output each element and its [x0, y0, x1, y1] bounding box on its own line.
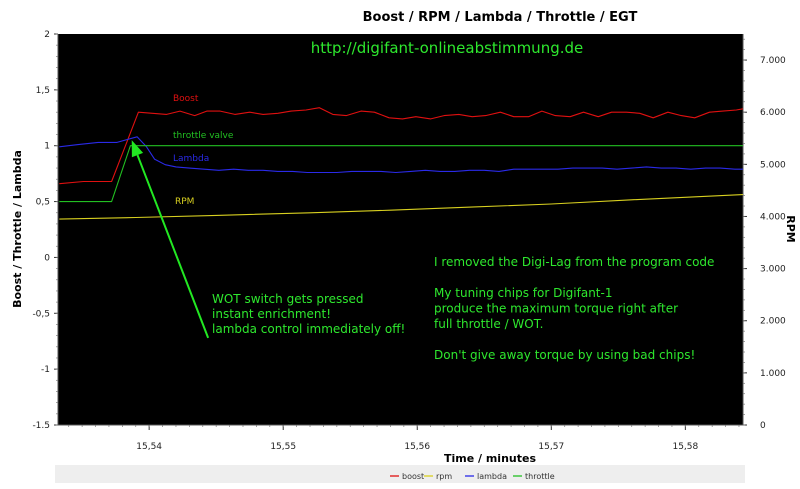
- legend-label-rpm: rpm: [436, 472, 452, 481]
- annotation-note-line: Don't give away torque by using bad chip…: [434, 348, 695, 362]
- y-right-tick-label: 4.000: [760, 212, 786, 222]
- y-left-tick-label: 1,5: [36, 86, 50, 96]
- y-left-tick-label: -1.5: [32, 421, 50, 431]
- y-left-tick-label: 0,5: [36, 198, 50, 208]
- series-label-lambda: Lambda: [173, 154, 209, 164]
- chart-url: http://digifant-onlineabstimmung.de: [311, 39, 584, 57]
- legend-label-throttle: throttle: [525, 472, 555, 481]
- annotation-wot-line: WOT switch gets pressed: [212, 292, 364, 306]
- series-label-boost: Boost: [173, 94, 199, 104]
- series-label-throttle: throttle valve: [173, 131, 234, 141]
- x-tick-label: 15,56: [404, 442, 430, 452]
- y-right-tick-label: 7.000: [760, 56, 786, 66]
- chart-title: Boost / RPM / Lambda / Throttle / EGT: [363, 10, 638, 25]
- legend-box: [55, 465, 745, 483]
- series-label-rpm: RPM: [175, 197, 194, 207]
- annotation-note-line: full throttle / WOT.: [434, 317, 543, 331]
- y-left-tick-label: 2: [44, 30, 50, 40]
- x-tick-label: 15,54: [136, 442, 162, 452]
- y-right-tick-label: 3.000: [760, 265, 786, 275]
- series-line-boost: [59, 107, 744, 185]
- legend: boost rpm lambda throttle: [390, 472, 555, 481]
- series-line-throttle: [59, 145, 743, 203]
- y-left-tick-label: -1: [41, 365, 50, 375]
- y-right-tick-label: 2.000: [760, 317, 786, 327]
- series-labels: Boost throttle valve Lambda RPM: [173, 94, 234, 207]
- y-left-tick-label: 0: [44, 253, 50, 263]
- legend-label-boost: boost: [402, 472, 424, 481]
- x-axis-title: Time / minutes: [444, 452, 536, 465]
- annotation-note-line: I removed the Digi-Lag from the program …: [434, 255, 714, 269]
- annotation-wot-line: lambda control immediately off!: [212, 322, 405, 336]
- y-left-tick-label: -0,5: [32, 309, 50, 319]
- x-tick-label: 15,57: [538, 442, 564, 452]
- y-axis-left-title: Boost / Throttle / Lambda: [11, 150, 24, 308]
- y-left-tick-label: 1: [44, 142, 50, 152]
- axes: -1.5 -1 -0,5 0 0,5 1 1,5 2 0 1.000 2.000 3.000 4.000…: [32, 30, 786, 452]
- x-tick-label: 15,55: [270, 442, 296, 452]
- y-right-tick-label: 6.000: [760, 108, 786, 118]
- y-right-tick-label: 0: [760, 421, 766, 431]
- annotation-note-line: produce the maximum torque right after: [434, 302, 678, 316]
- annotation-arrow-line: [136, 154, 210, 339]
- series-line-lambda: [59, 136, 743, 174]
- x-tick-label: 15,58: [672, 442, 698, 452]
- annotation-note-line: My tuning chips for Digifant-1: [434, 286, 612, 300]
- y-right-tick-label: 1.000: [760, 369, 786, 379]
- plot-background: [58, 34, 743, 425]
- annotation-arrow-head: [131, 140, 144, 158]
- series-layer: [59, 107, 744, 220]
- series-line-rpm: [59, 194, 744, 220]
- legend-label-lambda: lambda: [477, 472, 507, 481]
- y-axis-right-title: RPM: [784, 215, 797, 242]
- annotation-wot-line: instant enrichment!: [212, 307, 331, 321]
- y-right-tick-label: 5.000: [760, 160, 786, 170]
